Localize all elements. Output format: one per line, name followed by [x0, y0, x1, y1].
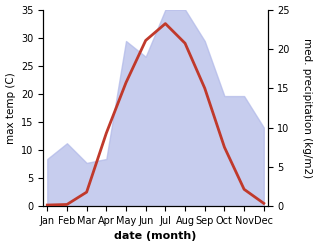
X-axis label: date (month): date (month) [114, 231, 197, 242]
Y-axis label: med. precipitation (kg/m2): med. precipitation (kg/m2) [302, 38, 313, 178]
Y-axis label: max temp (C): max temp (C) [5, 72, 16, 144]
